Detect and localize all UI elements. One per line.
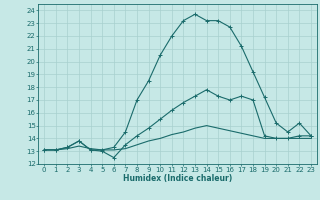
X-axis label: Humidex (Indice chaleur): Humidex (Indice chaleur) [123,174,232,183]
